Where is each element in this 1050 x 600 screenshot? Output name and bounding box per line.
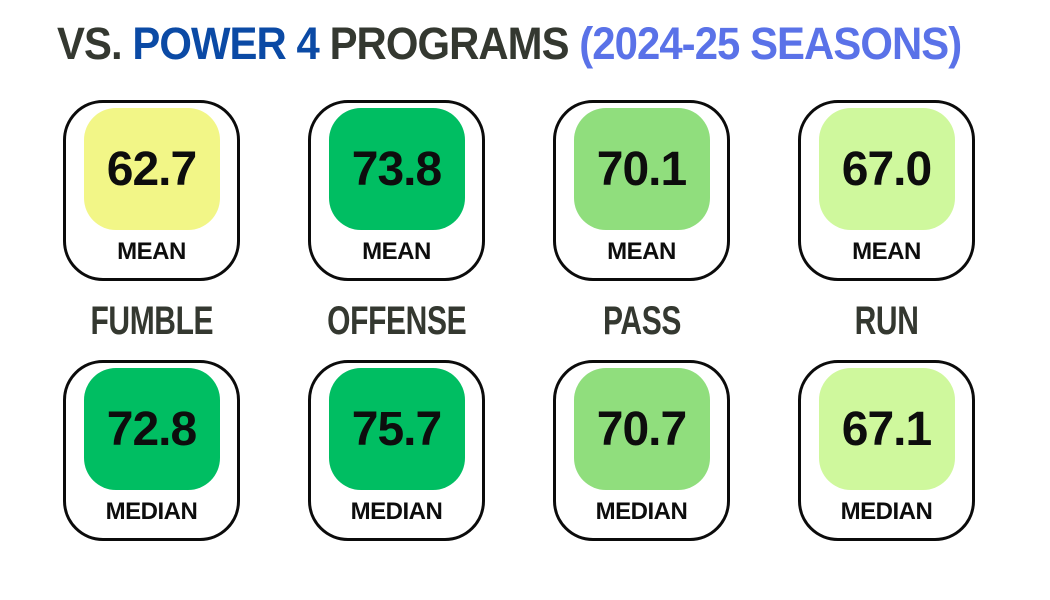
stat-tile: 62.7 [83,108,220,230]
card-offense-mean: 73.8 MEAN [308,100,485,281]
stat-value: 62.7 [106,142,197,196]
stat-label-wrap: MEDIAN [596,490,688,538]
card-fumble-median: 72.8 MEDIAN [63,360,240,541]
stat-value: 67.0 [841,142,932,196]
stat-value: 70.7 [596,402,687,456]
category-cell: PASS [553,282,730,360]
stat-label-wrap: MEAN [117,230,186,278]
stat-label: MEDIAN [105,498,198,525]
stat-tile: 70.1 [573,108,710,230]
stat-label: MEDIAN [350,498,443,525]
category-cell: FUMBLE [63,282,240,360]
stat-tile: 72.8 [83,368,220,490]
category-label-pass: PASS [602,298,681,343]
card-pass-mean: 70.1 MEAN [553,100,730,281]
stat-value: 72.8 [106,402,197,456]
median-card-row: 72.8 MEDIAN 75.7 MEDIAN 70.7 MEDIAN 67 [63,360,975,541]
card-offense-median: 75.7 MEDIAN [308,360,485,541]
mean-card-row: 62.7 MEAN 73.8 MEAN 70.1 MEAN 67.0 [63,100,975,281]
category-label-offense: OFFENSE [326,298,467,343]
stat-label: MEDIAN [840,498,933,525]
card-pass-median: 70.7 MEDIAN [553,360,730,541]
page-title: VS. POWER 4 PROGRAMS (2024-25 SEASONS) [57,18,1029,70]
stat-label-wrap: MEDIAN [106,490,198,538]
stat-label: MEAN [362,238,431,265]
category-label-run: RUN [854,298,919,343]
stat-value: 73.8 [351,142,442,196]
stat-tile: 67.1 [818,368,955,490]
stat-tile: 70.7 [573,368,710,490]
card-fumble-mean: 62.7 MEAN [63,100,240,281]
title-power4: POWER 4 [132,18,330,69]
stat-label: MEDIAN [595,498,688,525]
title-seasons: (2024-25 SEASONS) [579,18,962,69]
category-label-fumble: FUMBLE [90,298,213,343]
stat-label: MEAN [117,238,186,265]
stat-label-wrap: MEAN [362,230,431,278]
title-programs: PROGRAMS [329,18,580,69]
stat-label: MEAN [852,238,921,265]
stat-tile: 73.8 [328,108,465,230]
category-cell: OFFENSE [308,282,485,360]
stat-label-wrap: MEDIAN [841,490,933,538]
category-label-row: FUMBLE OFFENSE PASS RUN [63,282,975,360]
stat-value: 67.1 [841,402,932,456]
card-run-median: 67.1 MEDIAN [798,360,975,541]
page-title-text: VS. POWER 4 PROGRAMS (2024-25 SEASONS) [57,18,962,70]
stat-tile: 75.7 [328,368,465,490]
stat-value: 75.7 [351,402,442,456]
title-vs: VS. [57,18,133,69]
card-run-mean: 67.0 MEAN [798,100,975,281]
stat-tile: 67.0 [818,108,955,230]
stat-label-wrap: MEAN [607,230,676,278]
stat-label-wrap: MEDIAN [351,490,443,538]
stat-label-wrap: MEAN [852,230,921,278]
stat-label: MEAN [607,238,676,265]
category-cell: RUN [798,282,975,360]
stat-value: 70.1 [596,142,687,196]
